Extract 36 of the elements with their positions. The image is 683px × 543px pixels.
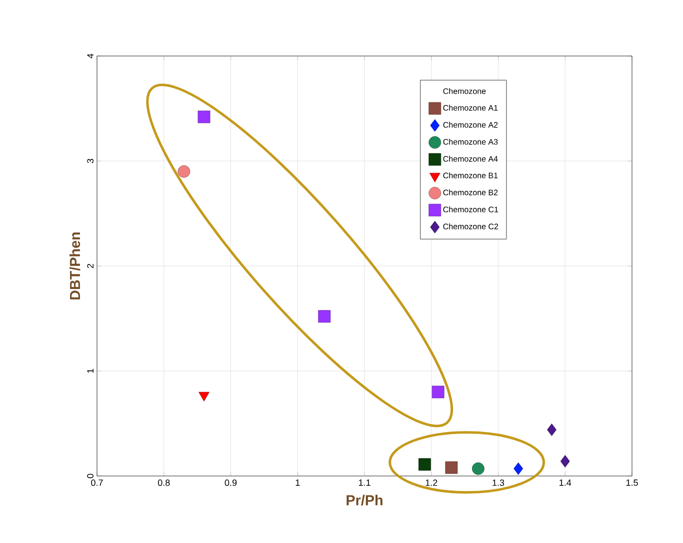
point [514, 462, 524, 475]
legend-label: Chemozone B1 [443, 172, 498, 178]
x-tick-label: 1 [296, 480, 300, 486]
point [198, 392, 210, 402]
y-tick-label: 1 [87, 368, 94, 373]
y-tick-label: 4 [87, 54, 94, 58]
point [560, 455, 570, 468]
point [445, 461, 458, 474]
point [472, 462, 484, 475]
point [432, 386, 444, 398]
y-axis-title: DBT/Phen [70, 232, 80, 300]
x-tick-label: 0.8 [158, 480, 170, 486]
x-tick-label: 1.3 [492, 480, 504, 486]
x-tick-label: 1.2 [426, 480, 438, 486]
legend-label: Chemozone A1 [443, 104, 498, 111]
point [178, 165, 190, 178]
y-tick-label: 0 [87, 474, 94, 478]
legend-label: Chemozone A4 [443, 156, 498, 162]
legend-label: Chemozone B2 [443, 189, 498, 196]
x-tick-label: 1.1 [358, 480, 370, 486]
legend-label: Chemozone C2 [443, 223, 498, 230]
legend-label: Chemozone A2 [443, 122, 498, 128]
legend-label: Chemozone A3 [443, 138, 498, 145]
y-tick-label: 2 [87, 264, 94, 268]
point [418, 458, 431, 471]
point [198, 110, 210, 124]
y-tick-label: 3 [87, 158, 94, 164]
x-tick-label: 0.9 [224, 480, 237, 486]
x-tick-label: 1.4 [560, 480, 572, 486]
point [547, 424, 556, 436]
x-axis-title: Pr/Ph [346, 494, 382, 506]
x-tick-label: 1.5 [626, 480, 638, 486]
point [318, 310, 331, 323]
x-tick-label: 0.7 [91, 480, 103, 486]
legend-label: Chemozone C1 [443, 206, 498, 212]
legend-title: Chemozone [443, 88, 486, 94]
